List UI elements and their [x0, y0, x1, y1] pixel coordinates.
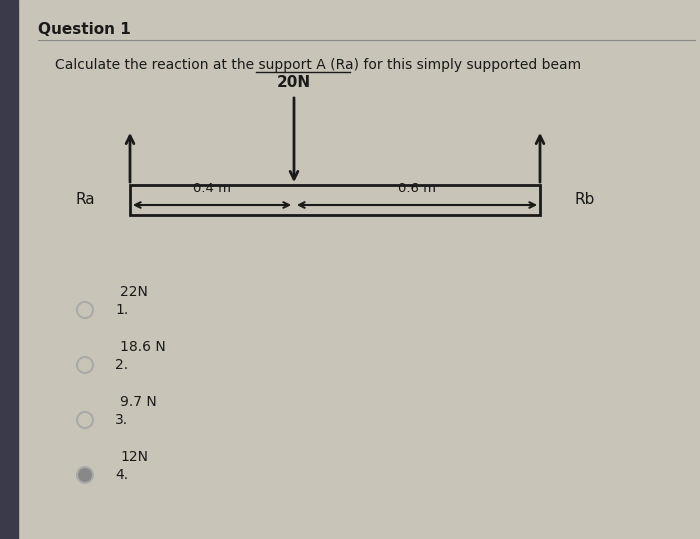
Text: 22N: 22N	[120, 285, 148, 299]
Bar	[0, 0, 18, 539]
Text: Question 1: Question 1	[38, 22, 131, 37]
Text: 1.: 1.	[115, 303, 128, 317]
Text: 3.: 3.	[115, 413, 128, 427]
Bar	[130, 185, 540, 215]
Text: Rb: Rb	[575, 192, 595, 208]
Text: 2.: 2.	[115, 358, 128, 372]
Text: Ra: Ra	[75, 192, 94, 208]
Text: 20N: 20N	[277, 75, 311, 90]
Circle shape	[77, 467, 93, 483]
Text: 12N: 12N	[120, 450, 148, 464]
Text: Calculate the reaction at the support A (Ra) for this simply supported beam: Calculate the reaction at the support A …	[55, 58, 581, 72]
Text: 0.6 m: 0.6 m	[398, 182, 436, 195]
Text: 0.4 m: 0.4 m	[193, 182, 231, 195]
Text: 9.7 N: 9.7 N	[120, 395, 157, 409]
Text: 18.6 N: 18.6 N	[120, 340, 166, 354]
Text: 4.: 4.	[115, 468, 128, 482]
